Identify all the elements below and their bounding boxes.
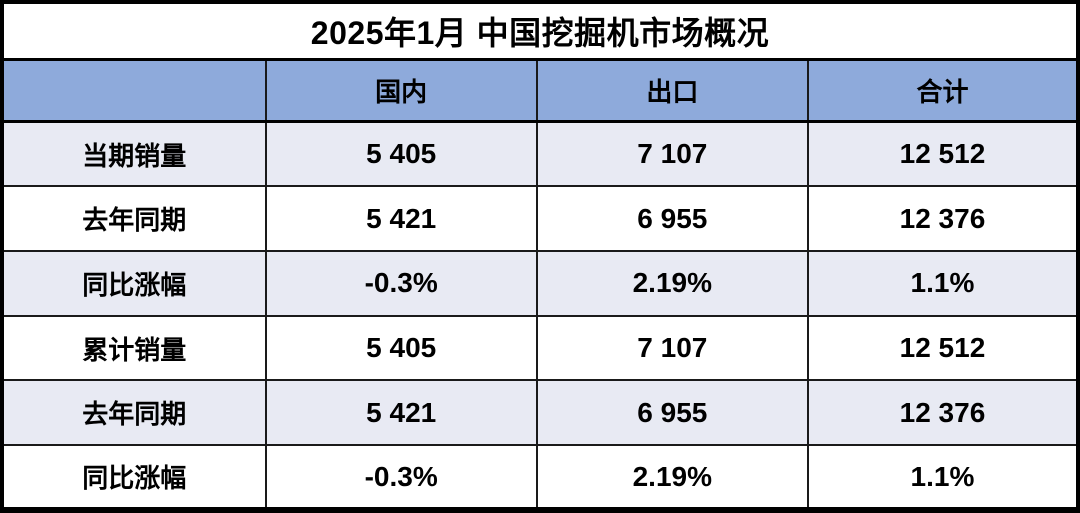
table-cell-export: 6 955 [535, 185, 809, 252]
table-cell-domestic: 5 421 [264, 185, 538, 252]
table-cell-total: 12 376 [806, 185, 1080, 252]
table-cell-export: 6 955 [535, 379, 809, 447]
row-label: 去年同期 [1, 185, 267, 252]
table-title: 2025年1月 中国挖掘机市场概况 [1, 1, 1079, 62]
table-cell-export: 7 107 [535, 120, 809, 188]
table-cell-domestic: -0.3% [264, 249, 538, 317]
table-cell-export: 2.19% [535, 249, 809, 317]
row-label: 同比涨幅 [1, 444, 267, 511]
table-cell-total: 12 512 [806, 120, 1080, 188]
table-cell-domestic: -0.3% [264, 444, 538, 511]
column-header-empty [1, 58, 267, 123]
table-cell-export: 7 107 [535, 314, 809, 382]
table-row-last-year-period: 去年同期 5 421 6 955 12 376 [1, 185, 1080, 252]
header-row: 国内 出口 合计 [1, 58, 1080, 123]
table-cell-total: 1.1% [806, 444, 1080, 511]
row-label: 去年同期 [1, 379, 267, 447]
column-header-total: 合计 [806, 58, 1080, 123]
table-cell-total: 12 512 [806, 314, 1080, 382]
table-cell-domestic: 5 421 [264, 379, 538, 447]
table-cell-total: 12 376 [806, 379, 1080, 447]
table-cell-domestic: 5 405 [264, 120, 538, 188]
table-row-yoy-change: 同比涨幅 -0.3% 2.19% 1.1% [1, 249, 1080, 317]
table-row-cumulative-sales: 累计销量 5 405 7 107 12 512 [1, 314, 1080, 382]
row-label: 累计销量 [1, 314, 267, 382]
column-header-export: 出口 [535, 58, 809, 123]
table-row-last-year-period-cumulative: 去年同期 5 421 6 955 12 376 [1, 379, 1080, 447]
table-row-yoy-change-cumulative: 同比涨幅 -0.3% 2.19% 1.1% [1, 444, 1080, 511]
table-row-current-sales: 当期销量 5 405 7 107 12 512 [1, 120, 1080, 188]
title-row: 2025年1月 中国挖掘机市场概况 [1, 1, 1079, 62]
row-label: 同比涨幅 [1, 249, 267, 317]
table-cell-export: 2.19% [535, 444, 809, 511]
table-cell-domestic: 5 405 [264, 314, 538, 382]
row-label: 当期销量 [1, 120, 267, 188]
column-header-domestic: 国内 [264, 58, 538, 123]
table-cell-total: 1.1% [806, 249, 1080, 317]
